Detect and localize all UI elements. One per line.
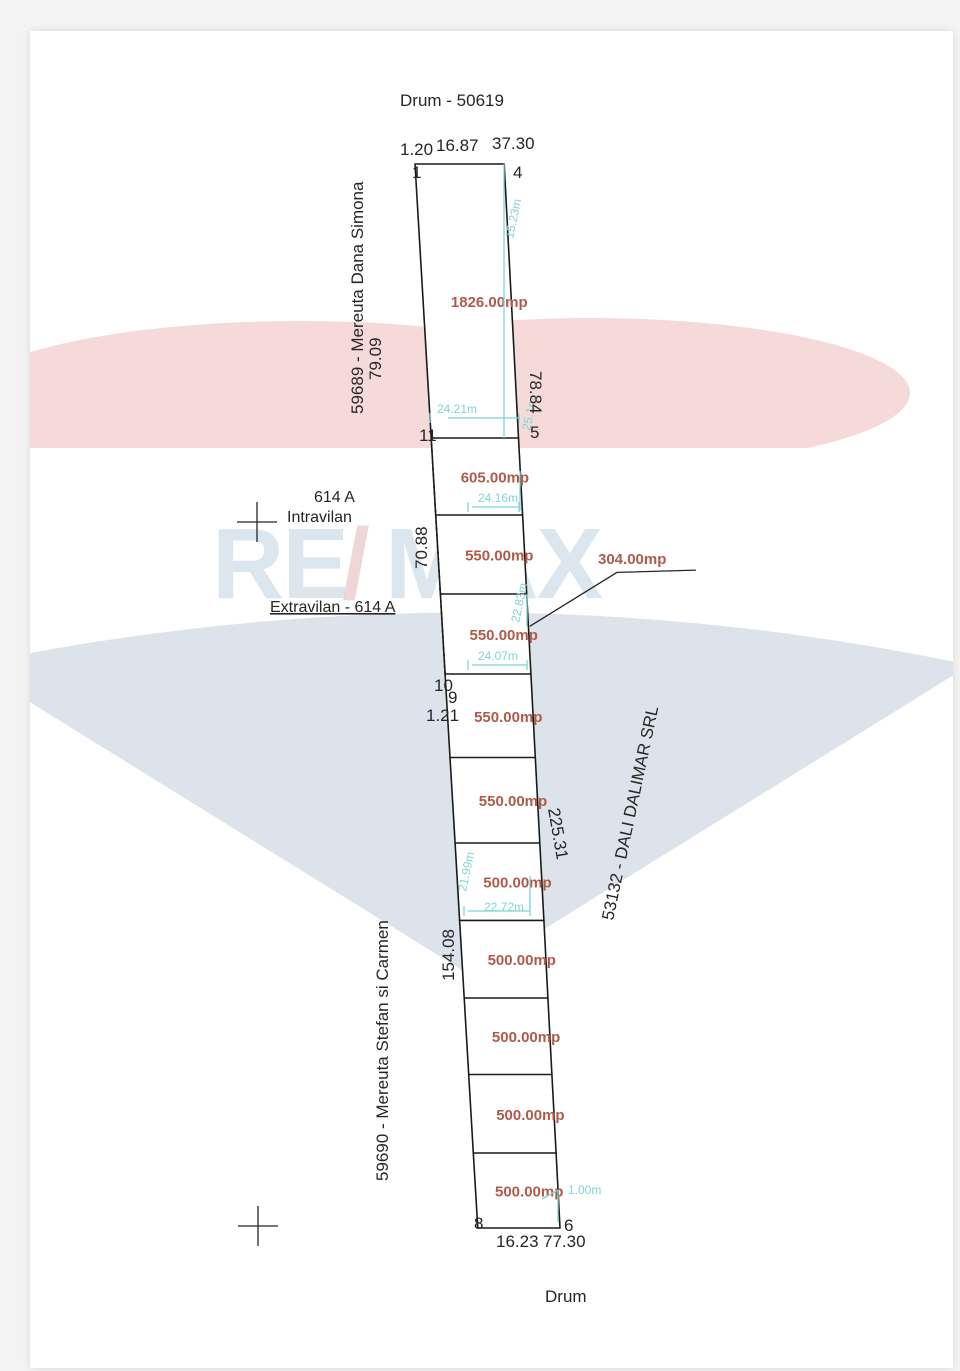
svg-text:24.07m: 24.07m xyxy=(478,649,518,663)
svg-text:1.00m: 1.00m xyxy=(568,1183,601,1197)
svg-text:Drum - 50619: Drum - 50619 xyxy=(400,91,504,110)
svg-text:500.00mp: 500.00mp xyxy=(488,952,556,969)
svg-text:79.09: 79.09 xyxy=(366,337,385,380)
svg-text:154.08: 154.08 xyxy=(439,929,458,981)
svg-text:11: 11 xyxy=(419,426,437,445)
svg-text:550.00mp: 550.00mp xyxy=(470,627,538,644)
svg-text:4: 4 xyxy=(513,163,522,182)
svg-text:77.30: 77.30 xyxy=(543,1232,586,1251)
svg-text:5: 5 xyxy=(530,423,539,442)
svg-text:16.23: 16.23 xyxy=(496,1232,539,1251)
svg-text:16.87: 16.87 xyxy=(436,136,479,155)
svg-text:78.84: 78.84 xyxy=(526,371,545,414)
svg-text:304.00mp: 304.00mp xyxy=(598,551,666,568)
svg-text:500.00mp: 500.00mp xyxy=(496,1107,564,1124)
svg-text:500.00mp: 500.00mp xyxy=(483,875,551,892)
svg-text:Intravilan: Intravilan xyxy=(287,509,352,526)
svg-text:1.20: 1.20 xyxy=(400,140,433,159)
svg-text:24.16m: 24.16m xyxy=(478,491,518,505)
svg-text:Drum: Drum xyxy=(545,1287,587,1306)
svg-text:9: 9 xyxy=(448,688,457,707)
svg-text:550.00mp: 550.00mp xyxy=(474,709,542,726)
svg-text:1826.00mp: 1826.00mp xyxy=(451,294,528,311)
svg-text:500.00mp: 500.00mp xyxy=(492,1029,560,1046)
svg-text:550.00mp: 550.00mp xyxy=(479,793,547,810)
svg-text:8: 8 xyxy=(474,1214,483,1233)
svg-text:37.30: 37.30 xyxy=(492,134,535,153)
svg-text:605.00mp: 605.00mp xyxy=(461,470,529,487)
svg-text:59690 - Mereuta Stefan si Carm: 59690 - Mereuta Stefan si Carmen xyxy=(373,920,392,1181)
svg-text:Extravilan - 614 A: Extravilan - 614 A xyxy=(270,599,396,616)
svg-text:1.21: 1.21 xyxy=(426,706,459,725)
svg-text:614 A: 614 A xyxy=(314,489,355,506)
svg-text:22.72m: 22.72m xyxy=(484,900,524,914)
svg-text:1: 1 xyxy=(412,163,421,182)
svg-text:550.00mp: 550.00mp xyxy=(465,548,533,565)
svg-text:70.88: 70.88 xyxy=(412,526,431,569)
svg-text:59689 - Mereuta Dana Simona: 59689 - Mereuta Dana Simona xyxy=(348,181,367,414)
svg-text:24.21m: 24.21m xyxy=(437,402,477,416)
